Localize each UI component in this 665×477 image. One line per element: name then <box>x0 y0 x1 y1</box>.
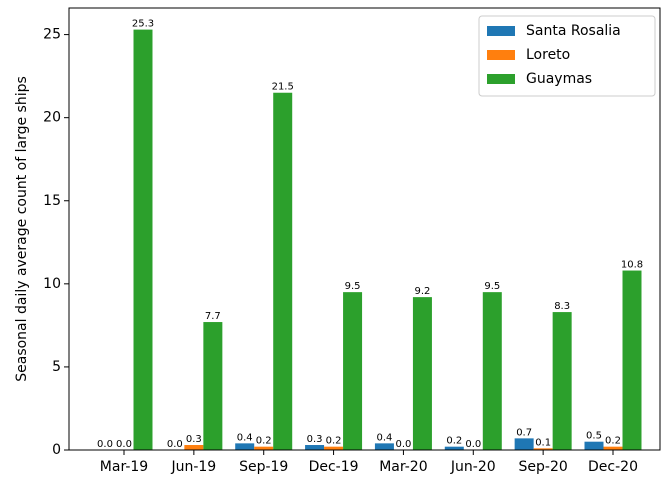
bar <box>343 292 363 450</box>
value-label: 9.2 <box>414 286 430 297</box>
bar <box>533 448 553 450</box>
x-tick-label: Sep-20 <box>519 459 568 475</box>
y-tick-label: 5 <box>52 359 61 375</box>
value-label: 0.0 <box>465 439 481 450</box>
bar <box>254 446 274 450</box>
bar <box>324 446 344 450</box>
bar <box>622 270 642 450</box>
bar <box>184 445 204 450</box>
legend-label: Santa Rosalia <box>526 23 621 39</box>
bar <box>514 438 534 450</box>
y-tick-label: 20 <box>43 110 61 126</box>
y-tick-label: 15 <box>43 193 61 209</box>
value-label: 7.7 <box>205 311 221 322</box>
bar <box>235 443 255 450</box>
value-label: 8.3 <box>554 301 570 312</box>
y-tick-label: 0 <box>52 442 61 458</box>
value-label: 0.0 <box>97 439 113 450</box>
value-label: 0.2 <box>326 436 342 447</box>
value-label: 9.5 <box>345 281 361 292</box>
value-label: 0.0 <box>116 439 132 450</box>
value-label: 0.3 <box>186 434 202 445</box>
value-label: 0.0 <box>395 439 411 450</box>
value-label: 0.2 <box>605 436 621 447</box>
plot-frame <box>68 7 661 451</box>
value-label: 0.3 <box>307 434 323 445</box>
x-tick-label: Mar-19 <box>100 459 148 475</box>
x-tick-label: Dec-19 <box>309 459 359 475</box>
x-tick-label: Dec-20 <box>588 459 638 475</box>
bar <box>584 441 604 450</box>
value-label: 0.7 <box>516 427 532 438</box>
value-label: 0.2 <box>256 436 272 447</box>
legend-box <box>478 15 656 97</box>
x-tick-label: Jun-19 <box>170 459 216 475</box>
value-label: 0.4 <box>237 432 253 443</box>
bar <box>203 322 223 450</box>
value-label: 10.8 <box>621 260 643 271</box>
legend-swatch <box>487 50 515 60</box>
y-axis-label: Seasonal daily average count of large sh… <box>14 76 30 382</box>
value-label: 25.3 <box>132 19 154 30</box>
value-label: 0.0 <box>167 439 183 450</box>
legend-label: Guaymas <box>526 71 592 87</box>
bar <box>444 446 464 450</box>
bar <box>133 29 153 451</box>
bar <box>273 92 293 451</box>
bar <box>374 443 394 450</box>
value-label: 0.5 <box>586 431 602 442</box>
bar <box>305 445 325 450</box>
legend-swatch <box>487 26 515 36</box>
legend-swatch <box>487 74 515 84</box>
value-label: 21.5 <box>272 82 294 93</box>
x-tick-label: Sep-19 <box>239 459 288 475</box>
y-tick-label: 10 <box>43 276 61 292</box>
y-tick-label: 25 <box>43 27 61 43</box>
value-label: 0.2 <box>446 436 462 447</box>
value-label: 0.4 <box>376 432 392 443</box>
legend-label: Loreto <box>526 47 570 63</box>
bar <box>482 292 502 450</box>
x-tick-label: Mar-20 <box>379 459 427 475</box>
x-tick-label: Jun-20 <box>450 459 496 475</box>
bar <box>603 446 623 450</box>
value-label: 9.5 <box>484 281 500 292</box>
bar <box>552 312 572 450</box>
bar <box>412 297 432 450</box>
value-label: 0.1 <box>535 437 551 448</box>
